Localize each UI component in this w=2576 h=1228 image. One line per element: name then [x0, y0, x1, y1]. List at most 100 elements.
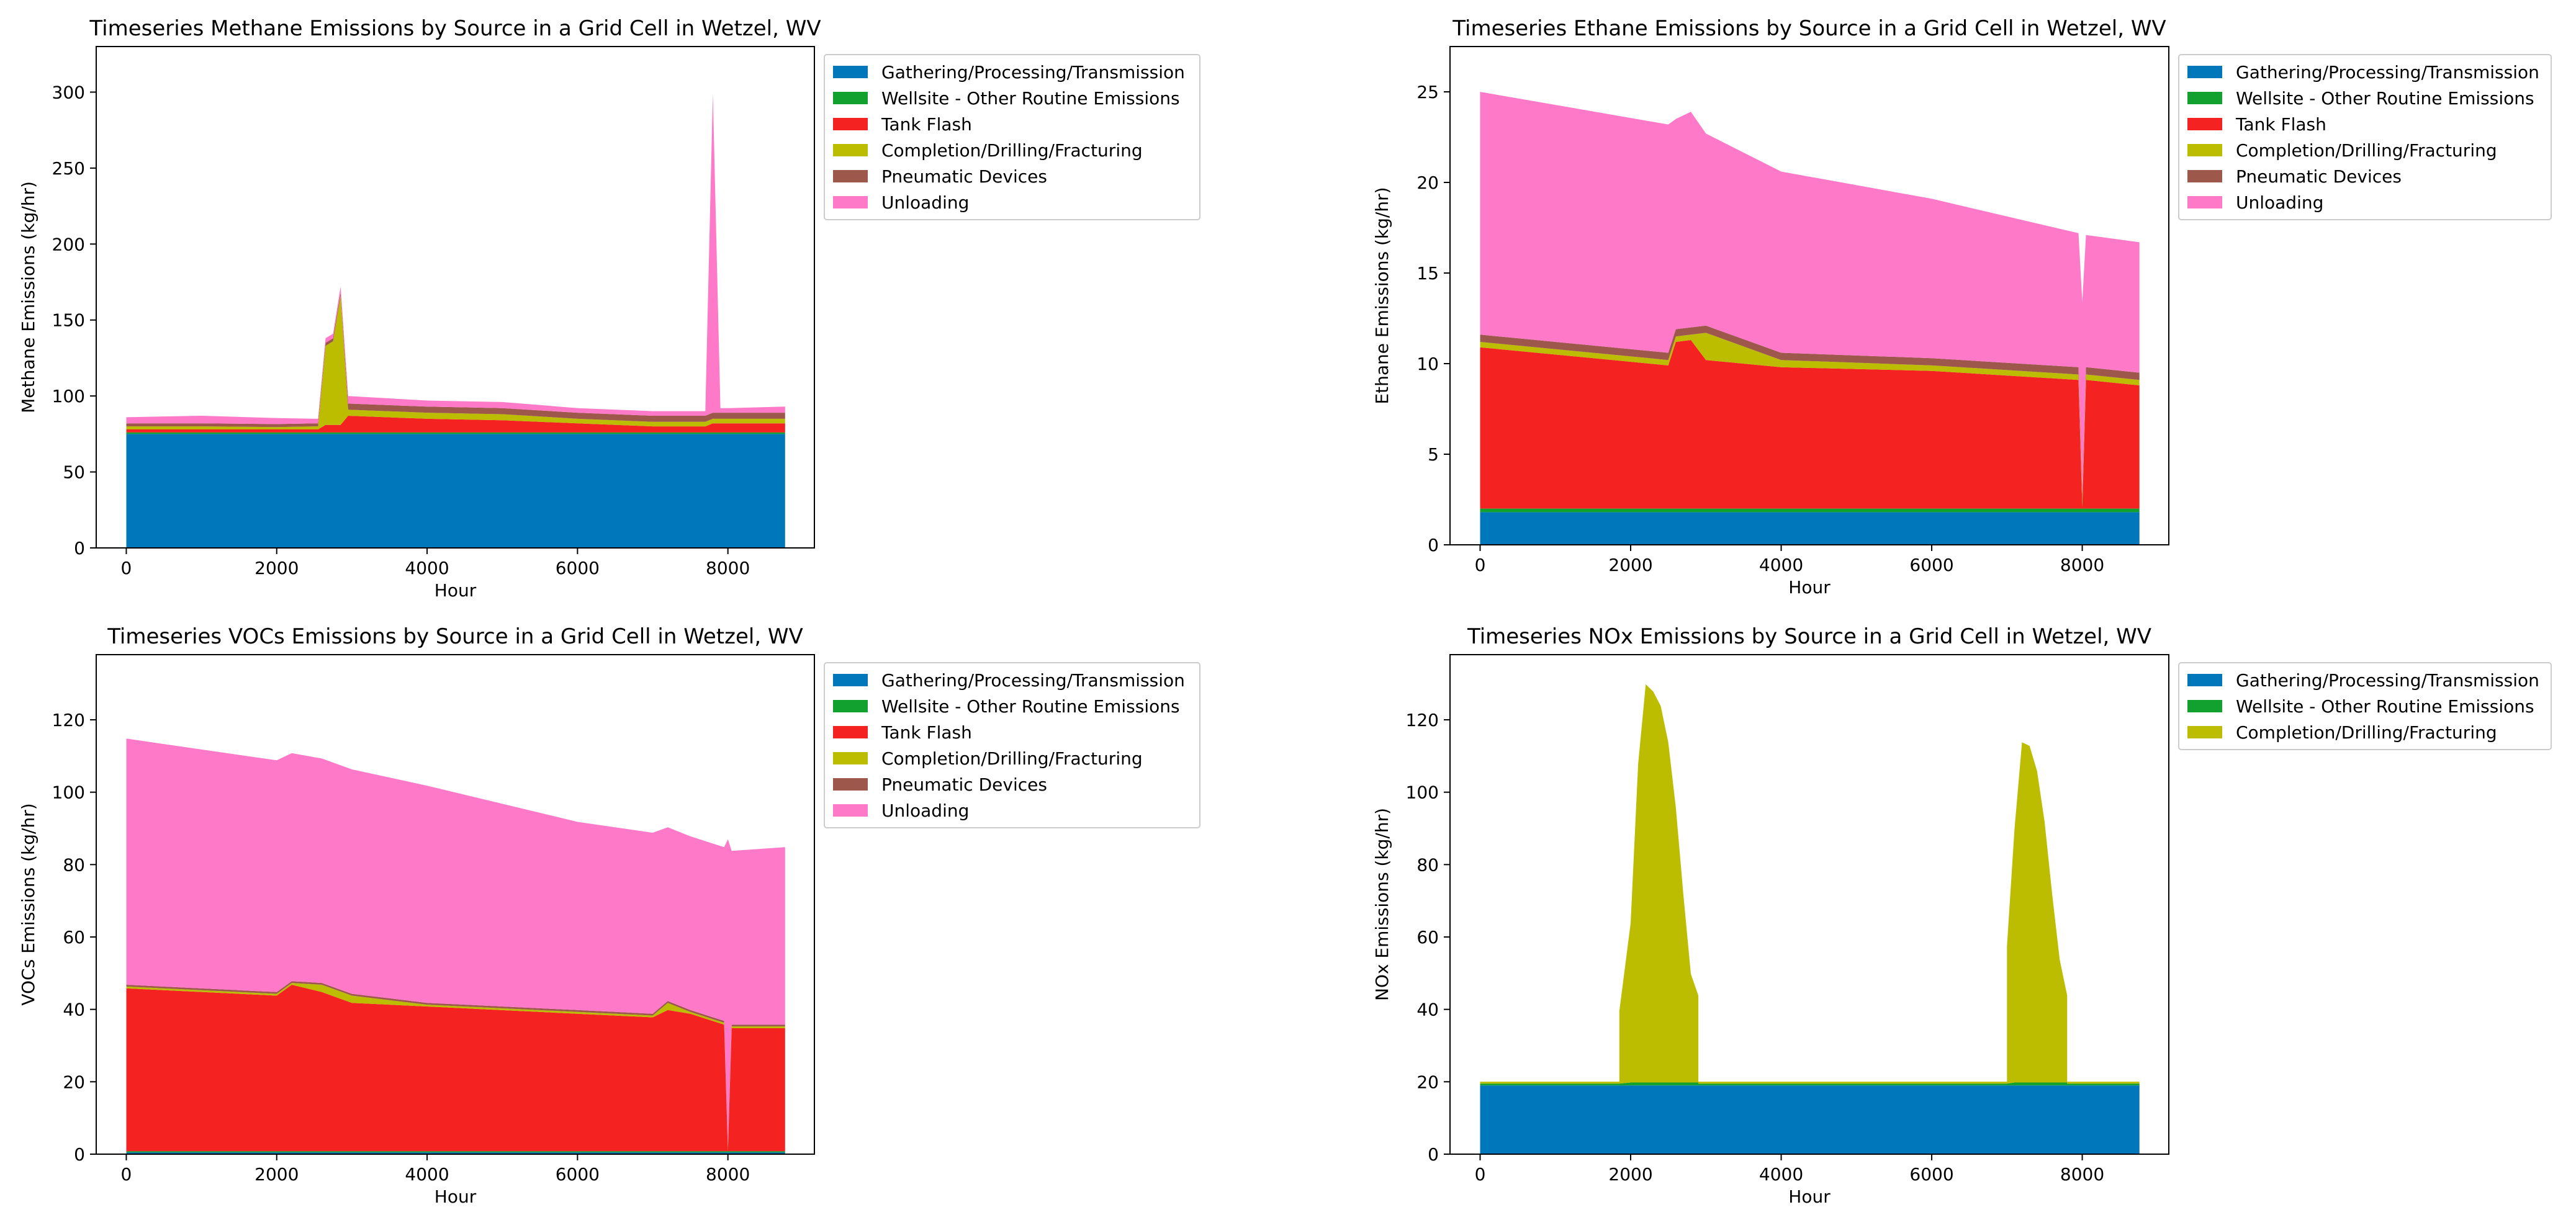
legend-box: [824, 662, 1200, 828]
x-tick-label: 0: [1475, 1164, 1486, 1185]
x-tick-label: 6000: [1909, 1164, 1953, 1185]
legend-swatch-wellsite-other-routine-emissions: [2187, 92, 2222, 104]
y-tick-label: 120: [52, 710, 85, 730]
y-tick-label: 50: [63, 462, 85, 483]
legend-label-completion-drilling-fracturing: Completion/Drilling/Fracturing: [2236, 722, 2497, 743]
x-tick-label: 8000: [2060, 555, 2104, 575]
y-axis-label: Methane Emissions (kg/hr): [18, 181, 38, 413]
legend-swatch-pneumatic-devices: [833, 170, 868, 182]
y-tick-label: 0: [74, 1144, 85, 1165]
y-axis-label: Ethane Emissions (kg/hr): [1372, 187, 1392, 404]
legend-swatch-unloading: [2187, 196, 2222, 208]
x-tick-label: 2000: [1608, 1164, 1652, 1185]
legend-label-gathering-processing-transmission: Gathering/Processing/Transmission: [881, 670, 1185, 691]
x-tick-label: 8000: [706, 1164, 750, 1185]
y-axis-label: VOCs Emissions (kg/hr): [18, 803, 38, 1005]
x-tick-label: 6000: [556, 558, 600, 578]
y-tick-label: 20: [63, 1072, 85, 1092]
area-gathering-processing-transmission: [1480, 1085, 2140, 1154]
y-tick-label: 300: [52, 82, 85, 102]
legend-label-pneumatic-devices: Pneumatic Devices: [2236, 166, 2402, 187]
chart-title: Timeseries Ethane Emissions by Source in…: [1452, 16, 2166, 41]
x-axis-label: Hour: [1788, 1186, 1831, 1207]
x-tick-label: 0: [1475, 555, 1486, 575]
axes-frame: [1449, 46, 2169, 545]
legend-swatch-completion-drilling-fracturing: [2187, 726, 2222, 738]
legend-label-unloading: Unloading: [2236, 192, 2323, 213]
legend-swatch-wellsite-other-routine-emissions: [833, 700, 868, 712]
y-tick-label: 15: [1416, 263, 1439, 284]
area-tank-flash: [126, 985, 785, 1152]
y-tick-label: 100: [52, 386, 85, 406]
area-wellsite-other-routine-emissions: [1480, 508, 2140, 513]
area-tank-flash: [126, 416, 785, 432]
x-tick-label: 4000: [405, 558, 449, 578]
y-tick-label: 0: [74, 538, 85, 558]
y-tick-label: 200: [52, 234, 85, 254]
legend-label-wellsite-other-routine-emissions: Wellsite - Other Routine Emissions: [881, 696, 1180, 717]
legend-label-wellsite-other-routine-emissions: Wellsite - Other Routine Emissions: [881, 88, 1180, 109]
x-tick-label: 2000: [254, 1164, 299, 1185]
y-tick-label: 10: [1416, 354, 1439, 374]
legend-label-pneumatic-devices: Pneumatic Devices: [881, 774, 1047, 795]
y-tick-label: 100: [1406, 782, 1439, 803]
x-axis-label: Hour: [435, 580, 477, 601]
legend-label-completion-drilling-fracturing: Completion/Drilling/Fracturing: [881, 140, 1143, 161]
x-tick-label: 0: [121, 558, 132, 578]
legend-swatch-completion-drilling-fracturing: [833, 752, 868, 764]
area-pneumatic-devices: [1480, 325, 2140, 501]
x-tick-label: 4000: [405, 1164, 449, 1185]
y-tick-label: 5: [1428, 444, 1439, 465]
y-tick-label: 80: [1416, 854, 1439, 875]
legend-swatch-unloading: [833, 804, 868, 817]
y-tick-label: 0: [1428, 535, 1439, 555]
x-tick-label: 4000: [1759, 555, 1803, 575]
legend-label-pneumatic-devices: Pneumatic Devices: [881, 166, 1047, 187]
legend-label-gathering-processing-transmission: Gathering/Processing/Transmission: [2236, 62, 2539, 83]
y-tick-label: 25: [1416, 82, 1439, 102]
chart-title: Timeseries Methane Emissions by Source i…: [89, 16, 821, 41]
y-axis-label: NOx Emissions (kg/hr): [1372, 808, 1392, 1001]
legend-swatch-tank-flash: [833, 118, 868, 130]
area-gathering-processing-transmission: [1480, 512, 2140, 545]
legend-label-tank-flash: Tank Flash: [2235, 114, 2326, 135]
axes-frame: [96, 46, 815, 549]
y-tick-label: 40: [1416, 1000, 1439, 1020]
y-tick-label: 20: [1416, 173, 1439, 193]
x-tick-label: 0: [121, 1164, 132, 1185]
legend-swatch-completion-drilling-fracturing: [833, 144, 868, 156]
legend-label-tank-flash: Tank Flash: [881, 114, 972, 135]
y-tick-label: 250: [52, 158, 85, 179]
area-wellsite-other-routine-emissions: [1480, 1082, 2140, 1086]
legend-swatch-gathering-processing-transmission: [833, 66, 868, 78]
axes-frame: [1449, 654, 2169, 1155]
x-tick-label: 8000: [706, 558, 750, 578]
legend-swatch-pneumatic-devices: [833, 778, 868, 791]
area-tank-flash: [1480, 340, 2140, 509]
legend-swatch-gathering-processing-transmission: [2187, 674, 2222, 686]
chart-title: Timeseries VOCs Emissions by Source in a…: [107, 624, 803, 649]
legend-label-completion-drilling-fracturing: Completion/Drilling/Fracturing: [881, 748, 1143, 769]
legend-box: [2178, 54, 2552, 220]
chart-title: Timeseries NOx Emissions by Source in a …: [1467, 624, 2151, 649]
y-tick-label: 60: [1416, 927, 1439, 948]
y-tick-label: 100: [52, 782, 85, 803]
legend-swatch-completion-drilling-fracturing: [2187, 144, 2222, 156]
chart-1: 0 2000 4000 6000 8000 0 5 10 15 20 25 Timeseries Et…: [1372, 16, 2552, 598]
area-unloading: [1480, 92, 2140, 495]
legend-swatch-gathering-processing-transmission: [833, 674, 868, 686]
legend-swatch-tank-flash: [2187, 118, 2222, 130]
area-pneumatic-devices: [126, 292, 785, 428]
area-completion-drilling-fracturing: [1480, 684, 2140, 1084]
area-gathering-processing-transmission: [126, 434, 785, 548]
legend-swatch-pneumatic-devices: [2187, 170, 2222, 182]
y-tick-label: 20: [1416, 1072, 1439, 1092]
y-tick-label: 40: [63, 1000, 85, 1020]
x-axis-label: Hour: [435, 1186, 477, 1207]
legend-swatch-wellsite-other-routine-emissions: [2187, 700, 2222, 712]
chart-2: 0 2000 4000 6000 8000 0 20 40 60 80 100 120 Timeseri…: [18, 624, 1200, 1207]
chart-3: 0 2000 4000 6000 8000 0 20 40 60 80 100 120 Timeseri…: [1372, 624, 2552, 1207]
x-axis-label: Hour: [1788, 577, 1831, 598]
legend-label-tank-flash: Tank Flash: [881, 722, 972, 743]
